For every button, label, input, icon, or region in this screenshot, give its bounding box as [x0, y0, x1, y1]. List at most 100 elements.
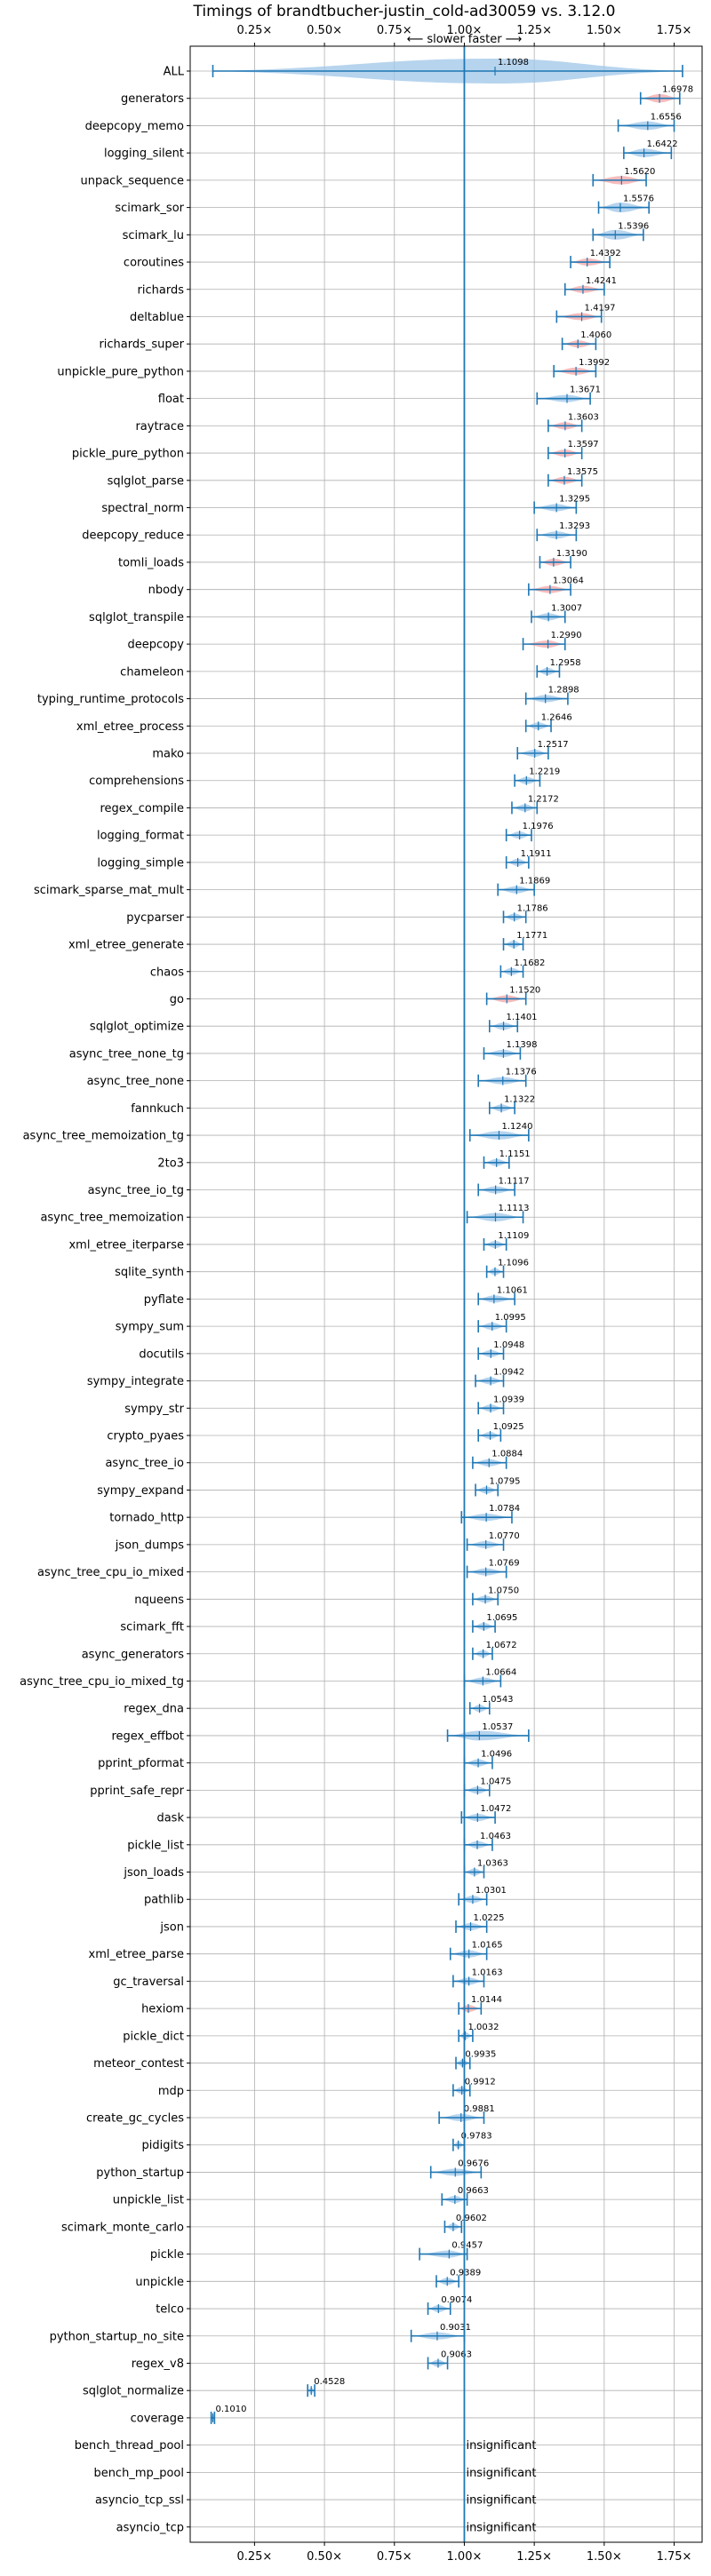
benchmark-label: bench_mp_pool: [93, 2467, 184, 2480]
benchmark-label: raytrace: [135, 420, 184, 433]
benchmark-label: pickle_dict: [123, 2030, 184, 2043]
value-label: 1.1976: [523, 822, 554, 831]
benchmark-label: deepcopy_reduce: [82, 529, 184, 543]
value-label: 1.3597: [568, 440, 599, 449]
value-label: 1.0463: [480, 1832, 511, 1841]
value-label: 1.3064: [553, 576, 584, 586]
benchmark-label: coverage: [131, 2412, 184, 2425]
benchmark-label: float: [158, 393, 184, 406]
benchmark-label: sympy_sum: [116, 1321, 184, 1334]
value-label: 1.1096: [498, 1259, 529, 1268]
x-tick-label-bottom: 1.25×: [516, 2550, 552, 2564]
benchmark-label: scimark_sor: [115, 202, 184, 215]
benchmark-label: xml_etree_process: [76, 720, 184, 734]
value-label: 1.4392: [590, 249, 621, 258]
benchmark-label: xml_etree_generate: [68, 939, 184, 952]
insignificant-label: insignificant: [466, 2439, 536, 2453]
value-label: 1.3293: [559, 521, 590, 531]
value-label: 1.0664: [485, 1667, 516, 1677]
benchmark-label: asyncio_tcp_ssl: [95, 2494, 184, 2508]
value-label: 1.0750: [488, 1586, 519, 1595]
benchmark-label: sqlite_synth: [115, 1266, 184, 1279]
value-label: 1.1109: [498, 1231, 529, 1241]
benchmark-label: scimark_fft: [120, 1621, 184, 1634]
value-label: 1.3007: [551, 603, 582, 613]
value-label: 1.4241: [586, 276, 617, 286]
value-label: 1.1117: [499, 1177, 530, 1187]
value-label: 1.3603: [568, 412, 599, 422]
value-label: 1.0472: [480, 1804, 511, 1814]
benchmark-label: async_tree_none: [87, 1075, 184, 1088]
value-label: 0.9457: [451, 2241, 483, 2251]
benchmark-label: async_tree_io: [105, 1457, 184, 1470]
benchmark-label: gc_traversal: [113, 1976, 184, 1989]
insignificant-label: insignificant: [466, 2494, 536, 2508]
benchmark-label: sqlglot_normalize: [83, 2385, 184, 2398]
benchmark-label: coroutines: [124, 257, 184, 270]
value-label: 1.0884: [491, 1450, 523, 1459]
value-label: 1.0537: [482, 1722, 513, 1732]
value-label: 1.0769: [489, 1559, 520, 1569]
benchmark-label: richards: [138, 283, 185, 297]
value-label: 1.0543: [483, 1695, 514, 1705]
benchmark-label: regex_dna: [124, 1703, 184, 1716]
benchmark-label: unpickle: [135, 2276, 184, 2289]
benchmark-label: crypto_pyaes: [107, 1430, 184, 1443]
value-label: 1.3575: [567, 467, 598, 477]
benchmark-label: pickle_pure_python: [72, 448, 184, 461]
value-label: 1.1061: [497, 1285, 528, 1295]
value-label: 0.9074: [441, 2295, 472, 2305]
value-label: 1.5620: [624, 167, 655, 177]
x-tick-label-bottom: 0.75×: [377, 2550, 412, 2564]
value-label: 1.0995: [495, 1313, 526, 1323]
x-tick-label-bottom: 1.00×: [447, 2550, 483, 2564]
benchmark-label: sqlglot_parse: [108, 474, 184, 488]
value-label: 1.1786: [517, 903, 548, 913]
value-label: 0.9602: [456, 2214, 487, 2223]
benchmark-label: regex_effbot: [111, 1729, 184, 1743]
value-label: 1.1520: [509, 985, 540, 995]
benchmark-label: json_loads: [123, 1866, 184, 1880]
value-label: 0.9063: [441, 2349, 472, 2359]
value-label: 1.1771: [516, 931, 547, 941]
benchmark-label: scimark_lu: [123, 229, 184, 242]
x-tick-label-bottom: 0.25×: [236, 2550, 272, 2564]
value-label: 1.6556: [651, 112, 682, 122]
benchmark-label: richards_super: [99, 338, 184, 352]
benchmark-label: chameleon: [120, 665, 184, 679]
x-tick-label-bottom: 1.75×: [657, 2550, 692, 2564]
benchmark-label: pprint_pformat: [98, 1757, 184, 1770]
benchmark-label: pycparser: [126, 911, 184, 925]
benchmark-label: pickle_list: [127, 1839, 184, 1852]
benchmark-label: asyncio_tcp: [116, 2521, 184, 2534]
value-label: 0.9912: [465, 2077, 496, 2087]
value-label: 1.1376: [506, 1068, 537, 1077]
benchmark-label: python_startup_no_site: [50, 2330, 184, 2343]
value-label: 1.0948: [493, 1340, 524, 1350]
value-label: 1.3671: [570, 386, 601, 395]
direction-label: ⟵ slower faster ⟶: [407, 33, 523, 46]
insignificant-label: insignificant: [466, 2467, 536, 2480]
value-label: 1.0795: [489, 1476, 520, 1486]
benchmark-label: hexiom: [141, 2003, 184, 2016]
benchmark-label: nbody: [148, 584, 185, 597]
benchmark-label: sympy_integrate: [87, 1375, 184, 1388]
benchmark-label: unpickle_pure_python: [57, 365, 184, 378]
value-label: 1.1113: [498, 1204, 529, 1213]
benchmark-label: 2to3: [157, 1157, 184, 1170]
value-label: 1.0695: [486, 1613, 517, 1623]
x-tick-label-bottom: 1.50×: [587, 2550, 622, 2564]
x-tick-label-bottom: 0.50×: [307, 2550, 342, 2564]
value-label: 1.1322: [504, 1094, 535, 1104]
benchmark-label: fannkuch: [131, 1102, 184, 1116]
value-label: 1.2517: [538, 740, 569, 750]
value-label: 1.2219: [529, 767, 560, 777]
value-label: 1.6978: [662, 85, 693, 95]
value-label: 1.0165: [472, 1941, 503, 1951]
benchmark-label: create_gc_cycles: [86, 2112, 184, 2126]
value-label: 1.0496: [481, 1750, 512, 1760]
benchmark-label: tornado_http: [109, 1512, 184, 1525]
value-label: 1.0925: [493, 1422, 524, 1432]
value-label: 1.4060: [580, 330, 611, 340]
value-label: 1.0475: [480, 1777, 511, 1786]
